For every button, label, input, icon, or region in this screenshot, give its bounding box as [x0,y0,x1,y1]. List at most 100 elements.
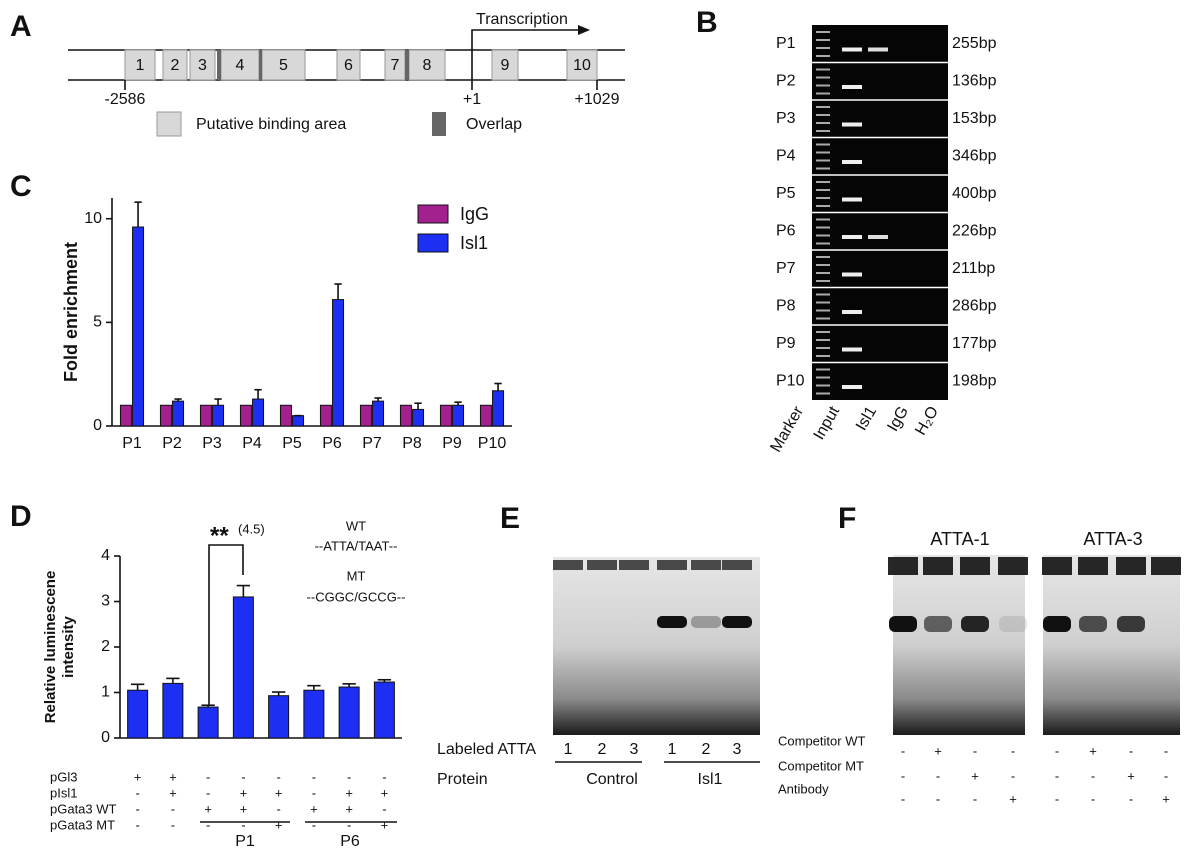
y-axis-label: Fold enrichment [61,242,81,382]
free-probe-band [888,557,918,575]
box-label: 7 [391,57,400,74]
condition-sign: - [973,743,977,758]
bar [268,695,290,739]
group-label: Control [586,771,638,788]
input-band [842,347,862,352]
bar [279,404,292,427]
significance-stars: ** [210,522,229,549]
product-size: 226bp [952,222,997,239]
product-size: 400bp [952,185,997,202]
isl1-band [868,47,888,52]
marker-band [816,130,830,132]
shift-band [1117,616,1145,632]
x-tick-label: P9 [442,435,462,452]
marker-band [816,301,830,304]
binding-box [566,49,598,81]
marker-band [816,355,830,357]
primer-label: P5 [776,185,796,202]
legend-label: Overlap [466,116,522,133]
free-probe-band [1042,557,1072,575]
condition-sign: + [240,801,248,816]
error-bar [134,201,142,228]
x-tick-label: P2 [162,435,182,452]
sequence-note: MT [347,568,366,583]
error-bar [271,691,286,696]
condition-sign: - [382,769,386,784]
sequence-note: --CGGC/GCCG-- [307,589,406,604]
binding-box [336,49,361,81]
marker-band [816,47,830,49]
marker-band [816,159,830,162]
panel-label: F [838,502,856,535]
panel-label: C [10,170,32,203]
position-label: -2586 [105,91,146,108]
error-bar [201,704,215,708]
primer-label: P3 [776,110,796,127]
x-tick-label: P5 [282,435,302,452]
lane-number: 2 [598,741,607,758]
product-size: 255bp [952,35,997,52]
x-tick-label: P6 [322,435,342,452]
condition-label: Competitor MT [778,758,864,773]
error-bar [236,584,251,597]
legend-swatch [156,111,182,137]
group-label: P1 [235,833,255,850]
marker-band [816,280,830,282]
condition-sign: - [312,769,316,784]
condition-sign: - [901,791,905,806]
marker-band [816,368,830,371]
y-tick-label: 0 [93,417,102,434]
condition-sign: - [312,817,316,832]
shift-band [1079,616,1107,632]
x-tick-label: P10 [478,435,507,452]
condition-sign: - [1091,768,1095,783]
free-probe-band [619,560,649,570]
box-label: 5 [279,57,288,74]
condition-sign: + [310,801,318,816]
fold-change: (4.5) [238,521,265,536]
product-size: 211bp [952,260,995,277]
error-bar [494,382,502,391]
input-band [842,310,862,314]
box-label: 2 [171,57,180,74]
overlap-box [217,50,221,80]
product-size: 153bp [952,110,997,127]
error-bar [130,683,145,691]
condition-sign: + [134,769,142,784]
condition-sign: - [1164,743,1168,758]
condition-sign: + [1089,743,1097,758]
transcription-label: Transcription [476,11,568,28]
marker-band [816,197,830,199]
binding-box [189,49,216,81]
condition-sign: - [171,817,175,832]
y-tick-label: 3 [101,593,110,610]
marker-band [816,122,830,124]
marker-band [816,106,830,108]
marker-band [816,31,830,33]
condition-sign: - [241,769,245,784]
condition-sign: + [1009,791,1017,806]
sequence-note: --ATTA/TAAT-- [315,538,398,553]
box-label: 1 [136,57,145,74]
bar [332,299,345,427]
condition-sign: - [382,801,386,816]
marker-band [816,205,830,207]
error-bar [454,401,462,406]
input-band [842,235,862,239]
primer-label: P2 [776,72,796,89]
bar [197,706,219,739]
gel-image [893,555,1025,735]
condition-sign: + [1127,768,1135,783]
free-probe-band [657,560,687,570]
condition-label: pGata3 MT [50,817,115,832]
condition-sign: + [971,768,979,783]
y-tick-label: 2 [101,638,110,655]
overlap-box [405,50,409,80]
x-tick-label: P1 [122,435,142,452]
condition-sign: - [901,743,905,758]
condition-sign: - [1129,791,1133,806]
bar [303,689,325,739]
error-bar [342,683,356,688]
legend-label: Putative binding area [196,116,346,133]
bar [127,689,149,739]
